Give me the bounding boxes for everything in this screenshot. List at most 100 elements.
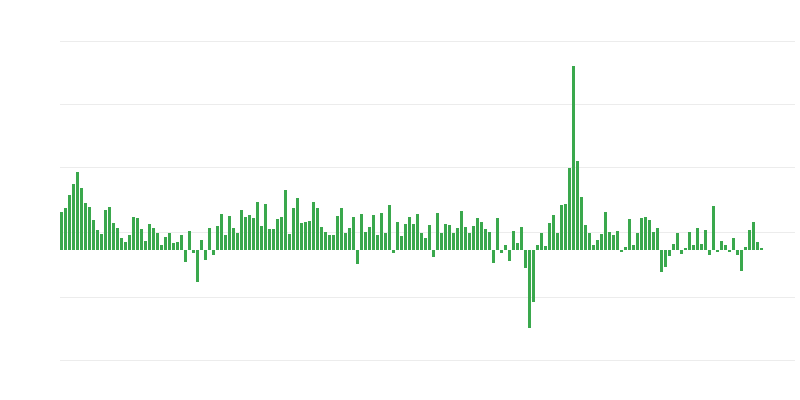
bar [296, 198, 299, 250]
bar [468, 233, 471, 250]
bar [200, 240, 203, 250]
bar [180, 235, 183, 250]
bar [528, 250, 531, 328]
bar [364, 232, 367, 250]
bar [676, 233, 679, 250]
bar [312, 202, 315, 250]
bar [488, 232, 491, 250]
bar [76, 172, 79, 250]
bar [72, 184, 75, 250]
bar [608, 232, 611, 250]
bar [212, 250, 215, 255]
bar [156, 233, 159, 250]
bar [328, 235, 331, 250]
bar [628, 219, 631, 250]
bar [752, 222, 755, 250]
bar [748, 230, 751, 250]
gridline [60, 167, 795, 168]
bar [416, 214, 419, 250]
bar [588, 233, 591, 250]
bar [216, 226, 219, 250]
bar [612, 235, 615, 250]
bar [660, 250, 663, 272]
bar [648, 220, 651, 250]
bar [716, 250, 719, 252]
bar [224, 235, 227, 250]
bar [448, 225, 451, 250]
bar [696, 228, 699, 250]
bar [464, 227, 467, 250]
bar [420, 233, 423, 250]
bar [108, 207, 111, 250]
bar [272, 229, 275, 250]
bar [384, 233, 387, 250]
bar [248, 215, 251, 250]
bar [92, 220, 95, 250]
bar [460, 211, 463, 250]
bar [556, 233, 559, 250]
bar [308, 221, 311, 250]
bar [636, 233, 639, 250]
bar [412, 224, 415, 250]
bar [316, 208, 319, 250]
bar [452, 233, 455, 250]
bar [708, 250, 711, 255]
bar [600, 234, 603, 250]
bar [760, 248, 763, 250]
bar [724, 245, 727, 250]
bar [580, 197, 583, 250]
bar [592, 245, 595, 250]
bar [572, 66, 575, 250]
gridline [60, 360, 795, 361]
bar [500, 250, 503, 253]
bar [388, 205, 391, 250]
bar [632, 245, 635, 250]
bar [408, 217, 411, 250]
bar [268, 229, 271, 250]
bar [112, 223, 115, 250]
bar [496, 218, 499, 250]
bar [700, 244, 703, 250]
bar [220, 214, 223, 250]
bar [64, 208, 67, 250]
bar [236, 233, 239, 250]
bar [732, 238, 735, 250]
bar [80, 188, 83, 250]
bar [604, 212, 607, 250]
bar [228, 216, 231, 250]
bar [444, 224, 447, 250]
bar [524, 250, 527, 268]
bar [168, 233, 171, 250]
bar [96, 230, 99, 250]
bar [340, 208, 343, 250]
bar [360, 214, 363, 250]
bar [504, 245, 507, 250]
bar [392, 250, 395, 253]
gridline [60, 232, 795, 233]
bar [320, 227, 323, 250]
bar [584, 225, 587, 250]
bar [720, 241, 723, 250]
bar [276, 219, 279, 250]
bar [656, 228, 659, 250]
bar [428, 225, 431, 250]
bar [256, 202, 259, 250]
bar [196, 250, 199, 282]
bar [60, 212, 63, 250]
bar [640, 218, 643, 250]
bar [736, 250, 739, 255]
bar [480, 222, 483, 250]
bar [476, 218, 479, 250]
bar [688, 232, 691, 250]
bar [668, 250, 671, 256]
bar [712, 206, 715, 250]
bar [440, 233, 443, 250]
bar [116, 228, 119, 250]
bar [620, 250, 623, 252]
bar [188, 231, 191, 250]
bar [352, 217, 355, 250]
bar [304, 222, 307, 250]
gridline [60, 41, 795, 42]
bar [544, 246, 547, 250]
bar [424, 238, 427, 250]
